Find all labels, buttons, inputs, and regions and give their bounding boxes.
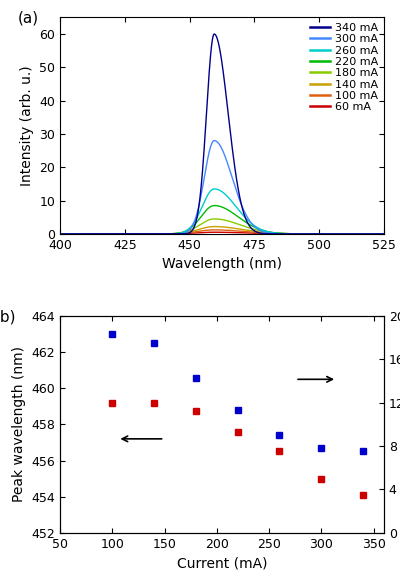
X-axis label: Wavelength (nm): Wavelength (nm) bbox=[162, 257, 282, 272]
Y-axis label: Intensity (arb. u.): Intensity (arb. u.) bbox=[20, 65, 34, 186]
Y-axis label: Peak wavelength (nm): Peak wavelength (nm) bbox=[12, 346, 26, 503]
X-axis label: Current (mA): Current (mA) bbox=[177, 556, 267, 570]
Legend: 340 mA, 300 mA, 260 mA, 220 mA, 180 mA, 140 mA, 100 mA, 60 mA: 340 mA, 300 mA, 260 mA, 220 mA, 180 mA, … bbox=[308, 21, 381, 115]
Text: (a): (a) bbox=[18, 11, 39, 26]
Text: (b): (b) bbox=[0, 310, 17, 325]
